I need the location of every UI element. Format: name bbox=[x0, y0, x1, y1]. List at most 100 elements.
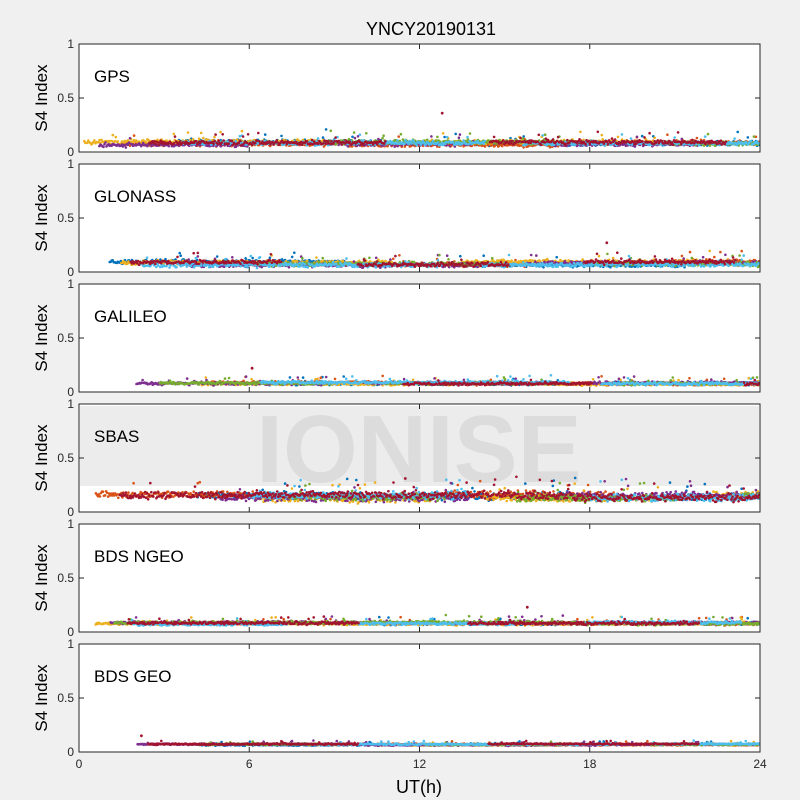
data-point bbox=[157, 143, 160, 147]
data-point bbox=[534, 260, 537, 264]
data-point bbox=[452, 141, 455, 144]
data-point bbox=[321, 136, 325, 139]
data-point bbox=[445, 254, 449, 257]
data-point bbox=[384, 140, 387, 143]
data-point bbox=[537, 133, 541, 137]
data-point bbox=[280, 134, 283, 138]
data-point bbox=[448, 144, 452, 148]
data-point bbox=[648, 131, 651, 135]
data-point bbox=[227, 142, 231, 145]
data-point bbox=[497, 144, 501, 148]
data-point bbox=[482, 142, 486, 145]
data-point bbox=[220, 141, 223, 144]
data-point bbox=[316, 137, 320, 140]
data-point bbox=[688, 250, 692, 254]
data-point bbox=[128, 136, 132, 140]
data-point bbox=[397, 135, 401, 138]
data-point bbox=[468, 132, 472, 135]
data-point bbox=[601, 138, 605, 141]
data-point bbox=[365, 132, 368, 135]
data-point bbox=[398, 254, 401, 257]
data-point bbox=[191, 138, 195, 141]
data-point bbox=[240, 129, 244, 133]
data-point bbox=[353, 136, 357, 140]
data-point bbox=[643, 136, 646, 139]
data-point bbox=[330, 139, 333, 143]
data-point bbox=[749, 139, 753, 143]
data-point bbox=[334, 136, 337, 139]
data-point bbox=[386, 145, 389, 148]
data-point bbox=[457, 136, 461, 139]
data-point bbox=[341, 259, 345, 263]
data-point bbox=[315, 256, 318, 259]
data-point bbox=[382, 134, 385, 137]
data-point bbox=[132, 134, 136, 137]
data-point bbox=[116, 140, 120, 143]
data-point bbox=[221, 133, 224, 136]
data-point bbox=[635, 135, 639, 139]
data-point bbox=[381, 136, 384, 140]
data-point bbox=[695, 136, 699, 140]
data-point bbox=[399, 132, 403, 136]
data-point bbox=[352, 131, 356, 134]
data-point bbox=[703, 135, 707, 138]
data-point bbox=[556, 135, 560, 139]
data-point bbox=[383, 142, 386, 145]
data-point bbox=[511, 139, 514, 143]
data-point bbox=[584, 142, 587, 146]
data-point bbox=[392, 257, 395, 261]
data-point bbox=[616, 135, 620, 139]
data-point bbox=[633, 145, 637, 148]
data-point bbox=[482, 254, 486, 257]
data-point bbox=[708, 144, 712, 147]
data-point bbox=[719, 250, 722, 254]
data-point bbox=[483, 139, 487, 143]
data-point bbox=[458, 133, 462, 136]
data-point bbox=[706, 132, 710, 136]
data-point bbox=[230, 139, 234, 143]
data-point bbox=[620, 133, 624, 136]
data-point bbox=[430, 135, 433, 138]
data-point bbox=[519, 136, 522, 140]
data-point bbox=[219, 130, 222, 134]
data-point bbox=[396, 139, 399, 142]
data-point bbox=[215, 255, 219, 258]
data-point bbox=[111, 133, 115, 137]
data-point bbox=[202, 136, 205, 140]
data-point bbox=[371, 143, 375, 146]
data-point bbox=[126, 139, 130, 142]
data-point bbox=[640, 134, 644, 138]
data-point bbox=[197, 137, 201, 140]
data-point bbox=[179, 254, 182, 257]
data-point bbox=[536, 140, 540, 144]
panel-label: GPS bbox=[94, 67, 130, 86]
data-point bbox=[173, 135, 177, 138]
data-point bbox=[145, 141, 148, 144]
data-point bbox=[641, 140, 644, 143]
data-point bbox=[613, 138, 617, 141]
data-point bbox=[697, 143, 701, 147]
data-point bbox=[426, 138, 429, 142]
data-point bbox=[410, 142, 413, 145]
data-point bbox=[213, 139, 216, 143]
data-point bbox=[466, 135, 469, 139]
data-point bbox=[611, 256, 615, 260]
data-point bbox=[535, 254, 538, 257]
data-point bbox=[719, 139, 723, 142]
data-point bbox=[415, 144, 419, 147]
data-point bbox=[454, 132, 458, 136]
data-point bbox=[610, 137, 614, 140]
data-point bbox=[172, 132, 176, 136]
data-point bbox=[566, 138, 569, 142]
data-point bbox=[424, 143, 428, 146]
data-point bbox=[213, 135, 216, 139]
data-point bbox=[358, 133, 362, 136]
data-point bbox=[541, 134, 544, 137]
data-point bbox=[268, 256, 272, 260]
data-point bbox=[374, 256, 378, 260]
data-point bbox=[346, 144, 350, 148]
data-point bbox=[597, 254, 601, 258]
data-point bbox=[114, 135, 118, 139]
